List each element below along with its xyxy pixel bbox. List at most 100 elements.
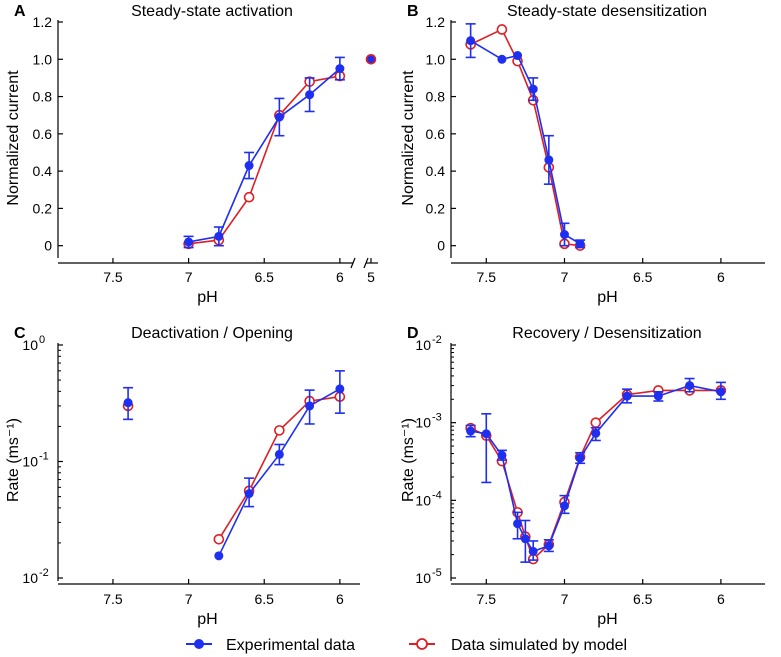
panels: A Steady-state activation 0 0.2 0.4 0.6 0.8 1.0…: [5, 3, 765, 628]
experimental-series-line: [188, 67, 341, 243]
experimental-point: [559, 229, 569, 239]
experimental-point: [513, 51, 523, 61]
y-tick-label: 0.2: [33, 200, 53, 216]
experimental-point: [528, 84, 538, 94]
x-tick-label: 7.5: [477, 269, 497, 285]
y-tick-label: 0.4: [426, 163, 446, 179]
experimental-point: [685, 381, 695, 391]
simulated-point: [496, 24, 508, 35]
experimental-point: [274, 112, 284, 122]
experimental-series-line: [218, 388, 341, 557]
experimental-point: [123, 398, 133, 408]
y-axis-label: Rate (ms⁻¹): [400, 418, 417, 502]
experimental-point: [513, 519, 523, 529]
y-tick-exponent: -3: [432, 412, 442, 424]
experimental-point: [481, 429, 491, 439]
panel-letter: D: [407, 325, 419, 342]
y-tick-label: 0: [44, 238, 52, 254]
simulated-series-line: [188, 75, 341, 245]
experimental-point: [244, 489, 254, 499]
experimental-point: [214, 551, 224, 561]
axis-break-mark: [363, 257, 369, 269]
panel-title: Steady-state desensitization: [507, 3, 707, 20]
x-tick-label: 7: [561, 591, 569, 607]
x-tick-label: 5: [367, 269, 375, 285]
x-tick-label: 6: [336, 591, 344, 607]
x-tick-label: 6: [717, 269, 725, 285]
x-axis-label: pH: [197, 611, 217, 628]
y-tick-label: 10: [415, 570, 431, 586]
x-tick-label: 7: [185, 591, 193, 607]
panel-letter: B: [407, 3, 419, 20]
x-tick-label: 6: [717, 591, 725, 607]
y-tick-exponent: 0: [39, 334, 45, 346]
experimental-point: [591, 428, 601, 438]
experimental-series-line: [470, 384, 722, 553]
experimental-point: [544, 155, 554, 165]
legend: Experimental data Data simulated by mode…: [186, 637, 627, 654]
panel-A: A Steady-state activation 0 0.2 0.4 0.6 0.8 1.0…: [5, 3, 378, 306]
experimental-point: [214, 231, 224, 241]
y-tick-label: 0.6: [426, 126, 446, 142]
experimental-point: [305, 401, 315, 411]
experimental-point: [184, 237, 194, 247]
legend-simulated-marker: [416, 638, 428, 650]
y-tick-label: 10: [415, 415, 431, 431]
y-axis-label: Rate (ms⁻¹): [5, 418, 22, 502]
experimental-point: [497, 54, 507, 64]
legend-experimental-label: Experimental data: [226, 637, 355, 654]
experimental-point: [305, 90, 315, 100]
y-tick-label: 10: [415, 337, 431, 353]
experimental-point: [274, 449, 284, 459]
y-tick-label: 1.0: [33, 51, 53, 67]
y-tick-label: 10: [22, 337, 38, 353]
simulated-point: [365, 53, 377, 65]
experimental-point: [575, 453, 585, 463]
y-tick-label: 1.2: [33, 14, 53, 30]
x-axis-label: pH: [597, 289, 617, 306]
panel-letter: A: [14, 3, 26, 20]
experimental-point: [520, 534, 530, 544]
y-tick-label: 0.6: [33, 126, 53, 142]
panel-title: Steady-state activation: [131, 3, 293, 20]
x-tick-label: 6.5: [633, 591, 653, 607]
x-tick-label: 7.5: [103, 269, 123, 285]
experimental-point: [466, 36, 476, 46]
y-tick-label: 0.8: [33, 89, 53, 105]
y-tick-label: 1.2: [426, 14, 446, 30]
experimental-point: [244, 161, 254, 171]
simulated-point: [590, 417, 602, 428]
simulated-point: [274, 425, 285, 436]
experimental-point: [559, 501, 569, 511]
experimental-point: [653, 391, 663, 401]
experimental-point: [575, 239, 585, 249]
x-tick-label: 7.5: [103, 591, 123, 607]
panel-title: Deactivation / Opening: [131, 325, 293, 342]
experimental-point: [366, 54, 376, 64]
y-tick-exponent: -2: [39, 567, 49, 579]
panel-B: B Steady-state desensitization 0 0.2 0.4 0.6 0…: [400, 3, 765, 306]
y-tick-exponent: -4: [432, 489, 442, 501]
x-tick-label: 7: [561, 269, 569, 285]
panel-letter: C: [14, 325, 26, 342]
x-tick-label: 7.5: [477, 591, 497, 607]
y-tick-label: 0.2: [426, 200, 446, 216]
experimental-point: [622, 391, 632, 401]
experimental-point: [466, 426, 476, 436]
y-tick-exponent: -2: [432, 334, 442, 346]
x-axis-label: pH: [197, 289, 217, 306]
simulated-point: [213, 533, 225, 545]
experimental-point: [335, 384, 345, 394]
experimental-point: [335, 64, 345, 74]
y-axis-label: Normalized current: [5, 70, 22, 206]
experimental-point: [528, 546, 538, 556]
y-tick-label: 1.0: [426, 51, 446, 67]
experimental-point: [544, 541, 554, 551]
y-tick-label: 10: [415, 492, 431, 508]
legend-experimental-marker: [194, 639, 204, 649]
y-tick-label: 0.8: [426, 89, 446, 105]
panel-title: Recovery / Desensitization: [512, 325, 701, 342]
y-tick-label: 10: [22, 454, 38, 470]
